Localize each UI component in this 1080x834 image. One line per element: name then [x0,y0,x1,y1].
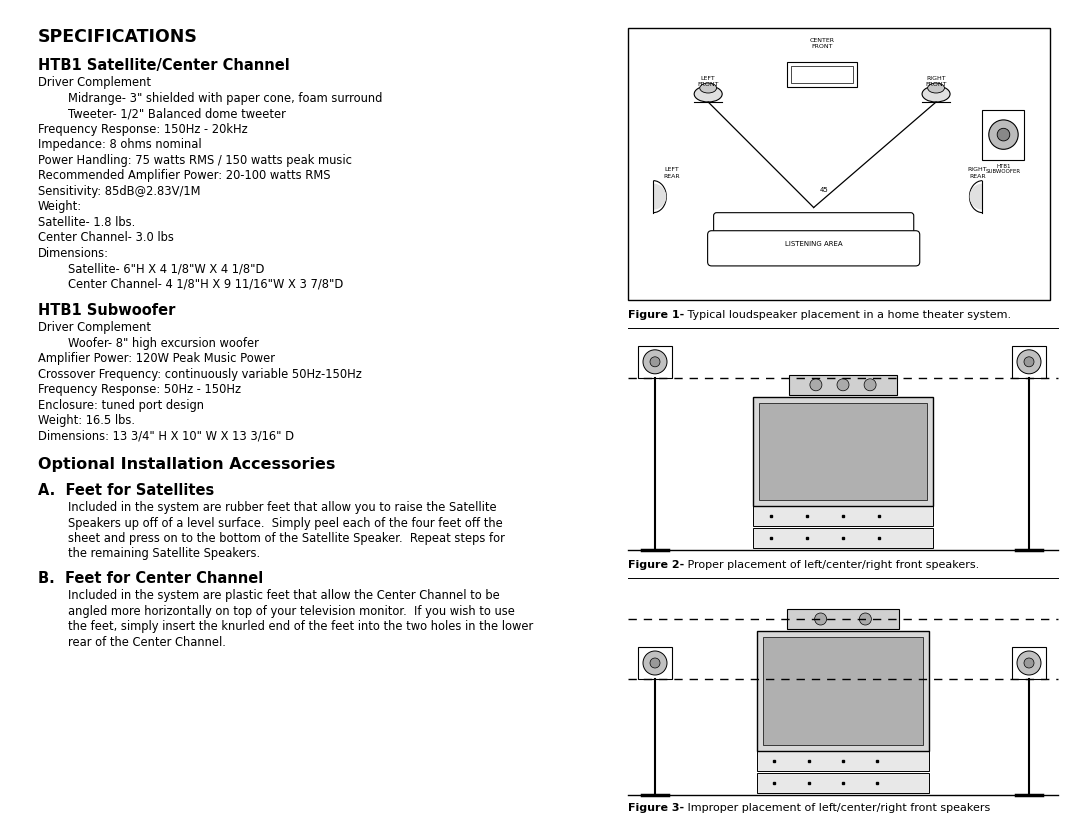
Text: Impedance: 8 ohms nominal: Impedance: 8 ohms nominal [38,138,202,151]
Text: CENTER
FRONT: CENTER FRONT [810,38,835,49]
Text: Included in the system are rubber feet that allow you to raise the Satellite: Included in the system are rubber feet t… [68,501,497,514]
Text: Included in the system are plastic feet that allow the Center Channel to be: Included in the system are plastic feet … [68,589,500,602]
Circle shape [810,379,822,391]
Circle shape [837,379,849,391]
Text: Satellite- 6"H X 4 1/8"W X 4 1/8"D: Satellite- 6"H X 4 1/8"W X 4 1/8"D [68,262,265,275]
Text: A.  Feet for Satellites: A. Feet for Satellites [38,483,214,498]
Bar [638,647,672,679]
Bar [757,773,929,793]
Text: LISTENING AREA: LISTENING AREA [785,241,842,247]
Text: Sensitivity: 85dB@2.83V/1M: Sensitivity: 85dB@2.83V/1M [38,184,201,198]
Text: Crossover Frequency: continuously variable 50Hz-150Hz: Crossover Frequency: continuously variab… [38,368,362,380]
Text: Speakers up off of a level surface.  Simply peel each of the four feet off the: Speakers up off of a level surface. Simp… [68,516,503,530]
Text: Typical loudspeaker placement in a home theater system.: Typical loudspeaker placement in a home … [684,310,1011,320]
Text: Amplifier Power: 120W Peak Music Power: Amplifier Power: 120W Peak Music Power [38,352,275,365]
Text: Figure 2-: Figure 2- [627,560,685,570]
Text: Dimensions:: Dimensions: [38,247,109,259]
Text: LEFT
FRONT: LEFT FRONT [698,76,719,88]
Bar [983,109,1025,159]
Circle shape [1017,349,1041,374]
Circle shape [650,357,660,367]
Bar [792,66,853,83]
Text: HTB1 Satellite/Center Channel: HTB1 Satellite/Center Channel [38,58,289,73]
Text: Figure 1-: Figure 1- [627,310,685,320]
Circle shape [643,651,667,675]
Bar [638,346,672,378]
Text: Dimensions: 13 3/4" H X 10" W X 13 3/16" D: Dimensions: 13 3/4" H X 10" W X 13 3/16"… [38,430,294,443]
Text: SPECIFICATIONS: SPECIFICATIONS [38,28,198,46]
Circle shape [814,613,826,625]
Text: RIGHT
FRONT: RIGHT FRONT [926,76,947,88]
Circle shape [650,658,660,668]
Bar [757,751,929,771]
Circle shape [1024,658,1034,668]
Circle shape [643,349,667,374]
Text: Satellite- 1.8 lbs.: Satellite- 1.8 lbs. [38,215,135,229]
Bar [762,637,923,745]
Text: Midrange- 3" shielded with paper cone, foam surround: Midrange- 3" shielded with paper cone, f… [68,92,382,104]
Text: Center Channel- 3.0 lbs: Center Channel- 3.0 lbs [38,231,174,244]
Text: HTB1
SUBWOOFER: HTB1 SUBWOOFER [986,163,1021,174]
Circle shape [1017,651,1041,675]
Text: angled more horizontally on top of your television monitor.  If you wish to use: angled more horizontally on top of your … [68,605,515,617]
Bar [1012,647,1047,679]
Text: Proper placement of left/center/right front speakers.: Proper placement of left/center/right fr… [684,560,980,570]
Text: 45: 45 [820,187,828,193]
Bar [759,403,928,500]
Text: Weight:: Weight: [38,200,82,213]
Text: Woofer- 8" high excursion woofer: Woofer- 8" high excursion woofer [68,336,259,349]
Text: Tweeter- 1/2" Balanced dome tweeter: Tweeter- 1/2" Balanced dome tweeter [68,107,286,120]
Ellipse shape [694,86,723,102]
Bar [787,62,858,87]
Circle shape [860,613,872,625]
Text: LEFT
REAR: LEFT REAR [663,168,679,178]
Ellipse shape [928,83,944,93]
Text: Improper placement of left/center/right front speakers: Improper placement of left/center/right … [684,803,990,813]
Text: Frequency Response: 50Hz - 150Hz: Frequency Response: 50Hz - 150Hz [38,383,241,396]
Bar [753,528,933,548]
Ellipse shape [922,86,950,102]
Text: sheet and press on to the bottom of the Satellite Speaker.  Repeat steps for: sheet and press on to the bottom of the … [68,532,504,545]
Text: the feet, simply insert the knurled end of the feet into the two holes in the lo: the feet, simply insert the knurled end … [68,620,534,633]
Bar [788,374,897,394]
Circle shape [864,379,876,391]
Text: Driver Complement: Driver Complement [38,76,151,89]
Bar [627,28,1050,300]
FancyBboxPatch shape [707,231,920,266]
Wedge shape [653,183,666,209]
Text: rear of the Center Channel.: rear of the Center Channel. [68,636,226,649]
FancyBboxPatch shape [714,213,914,238]
Circle shape [989,120,1018,149]
Wedge shape [970,183,983,209]
Text: B.  Feet for Center Channel: B. Feet for Center Channel [38,571,264,586]
Text: Frequency Response: 150Hz - 20kHz: Frequency Response: 150Hz - 20kHz [38,123,247,135]
Text: Optional Installation Accessories: Optional Installation Accessories [38,457,336,472]
Text: Figure 3-: Figure 3- [627,803,684,813]
Circle shape [997,128,1010,141]
Text: Center Channel- 4 1/8"H X 9 11/16"W X 3 7/8"D: Center Channel- 4 1/8"H X 9 11/16"W X 3 … [68,278,343,290]
Text: Driver Complement: Driver Complement [38,321,151,334]
Bar [753,506,933,526]
Text: Weight: 16.5 lbs.: Weight: 16.5 lbs. [38,414,135,427]
Text: the remaining Satellite Speakers.: the remaining Satellite Speakers. [68,547,260,560]
Circle shape [1024,357,1034,367]
Text: Enclosure: tuned port design: Enclosure: tuned port design [38,399,204,411]
Text: Recommended Amplifier Power: 20-100 watts RMS: Recommended Amplifier Power: 20-100 watt… [38,169,330,182]
Bar [787,609,899,629]
Text: Power Handling: 75 watts RMS / 150 watts peak music: Power Handling: 75 watts RMS / 150 watts… [38,153,352,167]
Bar [753,397,933,506]
Ellipse shape [700,83,717,93]
Bar [1012,346,1047,378]
Bar [757,631,929,751]
Text: RIGHT
REAR: RIGHT REAR [968,168,987,178]
Text: HTB1 Subwoofer: HTB1 Subwoofer [38,303,175,318]
